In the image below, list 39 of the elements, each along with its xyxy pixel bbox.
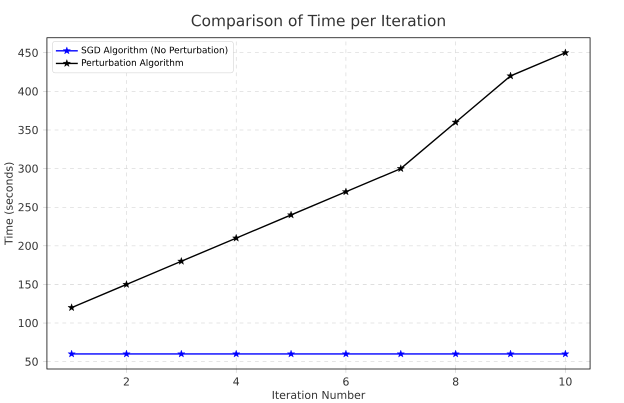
x-tick-label: 8 bbox=[452, 377, 458, 386]
point bbox=[452, 350, 460, 358]
y-tick-label: 50 bbox=[25, 357, 38, 366]
point bbox=[177, 257, 186, 264]
x-tick-label: 2 bbox=[124, 377, 129, 386]
y-axis-title: Time (seconds) bbox=[4, 162, 14, 245]
y-tick-label: 450 bbox=[18, 48, 38, 57]
point bbox=[122, 350, 130, 358]
point bbox=[396, 164, 405, 172]
legend-label: Perturbation Algorithm bbox=[82, 58, 183, 68]
y-tick-label: 300 bbox=[18, 164, 38, 173]
y-tick-label: 250 bbox=[18, 202, 38, 212]
chart-title: Comparison of Time per Iteration bbox=[192, 14, 445, 30]
y-tick-label: 350 bbox=[18, 126, 38, 134]
point bbox=[562, 48, 570, 56]
x-axis-title: Iteration Number bbox=[272, 390, 366, 399]
x-tick-label: 10 bbox=[560, 377, 572, 386]
y-tick-label: 150 bbox=[18, 280, 38, 288]
point bbox=[342, 350, 350, 358]
y-tick-label: 200 bbox=[18, 242, 38, 250]
point bbox=[452, 118, 460, 126]
point bbox=[177, 350, 186, 358]
point bbox=[287, 350, 295, 358]
point bbox=[506, 350, 514, 358]
point bbox=[68, 303, 76, 311]
y-tick-label: 400 bbox=[18, 87, 38, 96]
point bbox=[562, 350, 570, 358]
point bbox=[122, 280, 130, 288]
point bbox=[232, 350, 240, 358]
point bbox=[506, 72, 514, 80]
y-tick-label: 100 bbox=[18, 318, 38, 328]
x-tick-label: 6 bbox=[343, 377, 349, 386]
legend-label: SGD Algorithm (No Perturbation) bbox=[82, 46, 228, 55]
point bbox=[232, 234, 240, 242]
point bbox=[287, 210, 295, 218]
x-tick-label: 4 bbox=[233, 377, 240, 386]
point bbox=[396, 350, 405, 358]
point bbox=[342, 188, 350, 195]
point bbox=[68, 350, 76, 358]
